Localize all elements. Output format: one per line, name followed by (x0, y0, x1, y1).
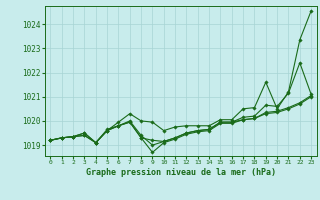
X-axis label: Graphe pression niveau de la mer (hPa): Graphe pression niveau de la mer (hPa) (86, 168, 276, 177)
